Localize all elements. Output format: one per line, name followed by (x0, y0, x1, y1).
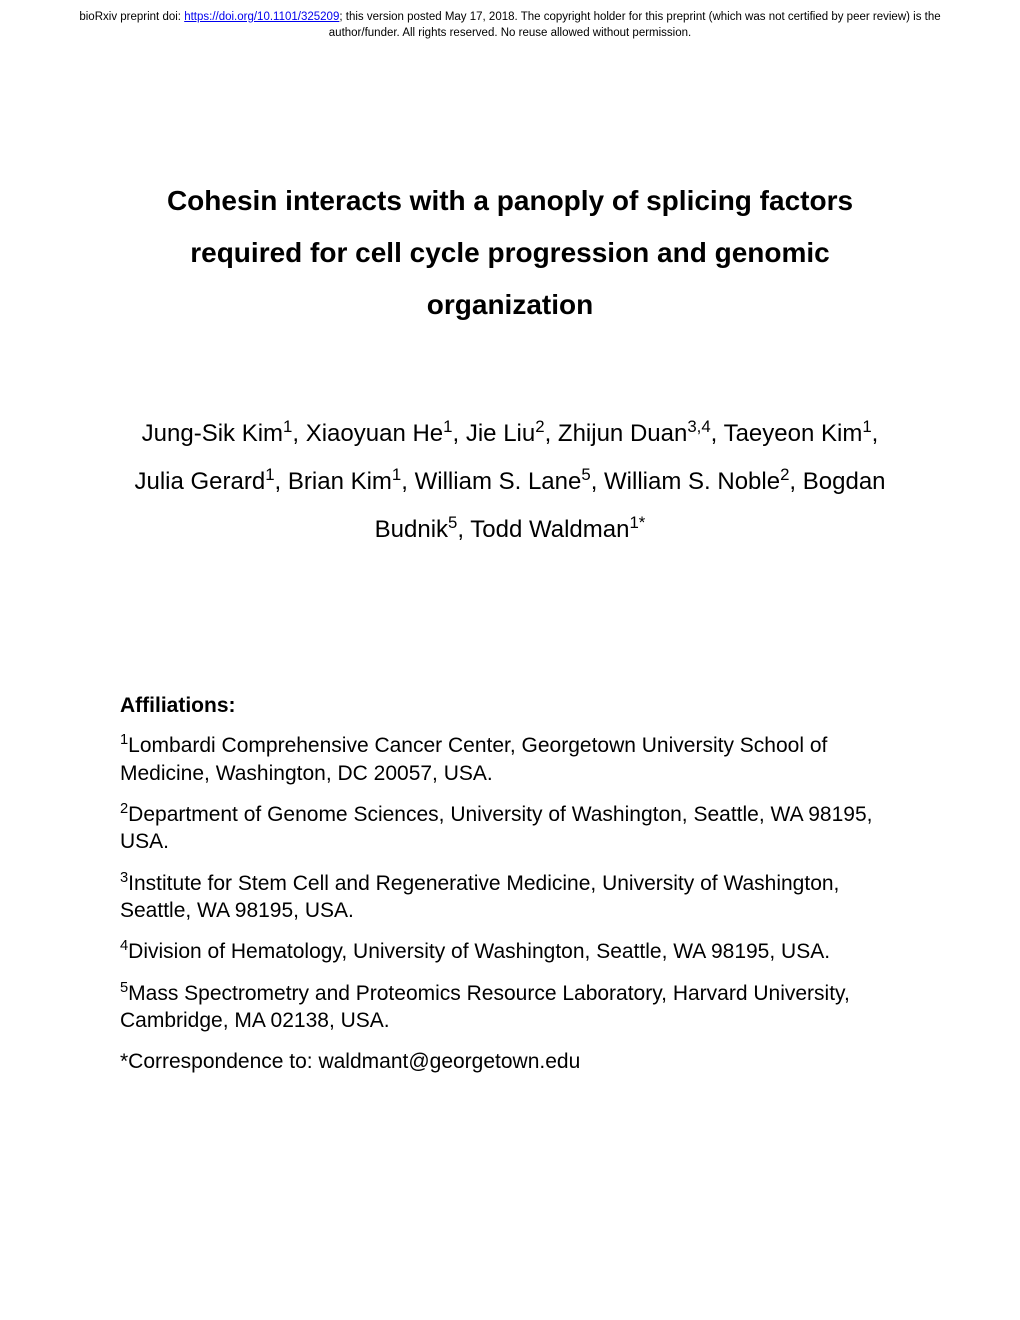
author: Zhijun Duan3,4 (558, 420, 711, 447)
preprint-suffix: ; this version posted May 17, 2018. The … (329, 11, 941, 39)
author-affiliation-ref: 5 (448, 513, 457, 532)
preprint-prefix: bioRxiv preprint doi: (79, 11, 184, 23)
author-affiliation-ref: 3,4 (687, 417, 710, 436)
author: William S. Noble2 (604, 468, 789, 495)
affiliation-text: Institute for Stem Cell and Regenerative… (120, 872, 839, 922)
affiliation-item: 4Division of Hematology, University of W… (120, 938, 900, 965)
author: Taeyeon Kim1 (724, 420, 872, 447)
authors-list: Jung-Sik Kim1, Xiaoyuan He1, Jie Liu2, Z… (120, 410, 900, 554)
paper-title: Cohesin interacts with a panoply of spli… (120, 175, 900, 330)
author: Jie Liu2 (466, 420, 545, 447)
author: William S. Lane5 (415, 468, 591, 495)
author: Xiaoyuan He1 (306, 420, 453, 447)
author-affiliation-ref: 2 (535, 417, 544, 436)
doi-link[interactable]: https://doi.org/10.1101/325209 (184, 11, 339, 23)
affiliation-number: 3 (120, 870, 128, 886)
author-affiliation-ref: 1 (392, 465, 401, 484)
author: Todd Waldman1* (470, 516, 645, 543)
affiliation-text: Division of Hematology, University of Wa… (128, 940, 830, 963)
author-affiliation-ref: 1 (283, 417, 292, 436)
author-affiliation-ref: 1 (862, 417, 871, 436)
author-affiliation-ref: 1 (443, 417, 452, 436)
affiliation-number: 2 (120, 801, 128, 817)
affiliation-number: 1 (120, 732, 128, 748)
author: Julia Gerard1 (134, 468, 274, 495)
author: Brian Kim1 (288, 468, 401, 495)
affiliation-item: 1Lombardi Comprehensive Cancer Center, G… (120, 732, 900, 787)
author: Jung-Sik Kim1 (142, 420, 293, 447)
affiliations-section: Affiliations: 1Lombardi Comprehensive Ca… (120, 694, 900, 1075)
affiliation-number: 4 (120, 938, 128, 954)
preprint-notice: bioRxiv preprint doi: https://doi.org/10… (0, 0, 1020, 45)
correspondence: *Correspondence to: waldmant@georgetown.… (120, 1048, 900, 1075)
affiliation-item: 2Department of Genome Sciences, Universi… (120, 801, 900, 856)
affiliation-item: 5Mass Spectrometry and Proteomics Resour… (120, 980, 900, 1035)
page-content: Cohesin interacts with a panoply of spli… (0, 175, 1020, 1075)
affiliation-text: Mass Spectrometry and Proteomics Resourc… (120, 982, 850, 1032)
author-affiliation-ref: 5 (581, 465, 590, 484)
affiliation-text: Department of Genome Sciences, Universit… (120, 803, 872, 853)
author-affiliation-ref: 2 (780, 465, 789, 484)
affiliations-heading: Affiliations: (120, 694, 900, 718)
affiliation-number: 5 (120, 980, 128, 996)
author-affiliation-ref: 1 (265, 465, 274, 484)
affiliation-item: 3Institute for Stem Cell and Regenerativ… (120, 870, 900, 925)
affiliation-text: Lombardi Comprehensive Cancer Center, Ge… (120, 734, 827, 784)
author-affiliation-ref: 1* (629, 513, 645, 532)
